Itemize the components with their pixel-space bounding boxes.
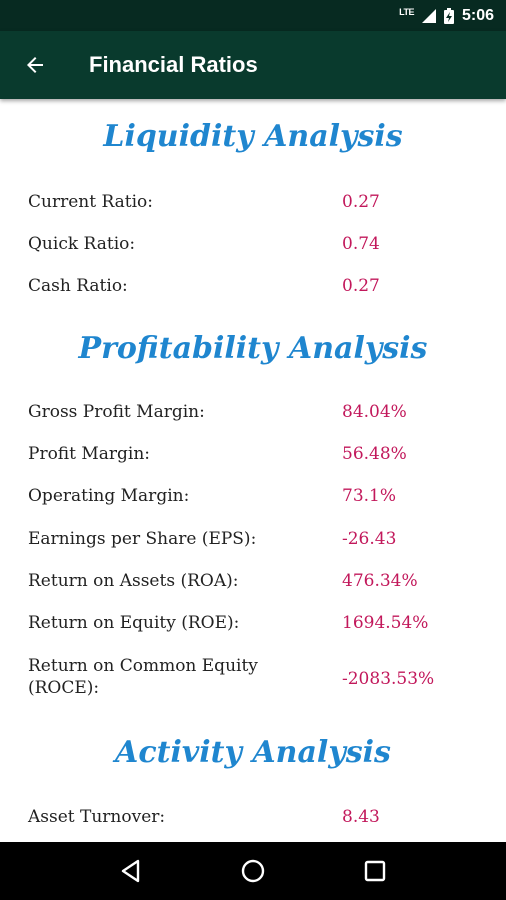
ratio-label: Current Ratio: [28, 192, 154, 212]
ratio-value: 476.34% [342, 571, 418, 591]
ratio-value: 1694.54% [342, 613, 429, 633]
ratio-label: Operating Margin: [28, 486, 190, 506]
back-button[interactable] [0, 31, 70, 99]
ratio-value: 0.74 [342, 234, 380, 254]
nav-recents-button[interactable] [345, 842, 405, 900]
ratio-label: Cash Ratio: [28, 276, 128, 296]
recents-square-icon [364, 860, 386, 882]
ratio-value: 56.48% [342, 444, 407, 464]
signal-icon [421, 8, 436, 23]
page-title: Financial Ratios [89, 52, 258, 77]
ratio-label: Profit Margin: [28, 444, 151, 464]
ratio-value: 0.27 [342, 276, 380, 296]
home-circle-icon [241, 859, 265, 883]
battery-icon [443, 7, 454, 24]
app-bar: Financial Ratios [0, 31, 506, 99]
ratio-label: Earnings per Share (EPS): [28, 529, 257, 549]
ratio-label: Gross Profit Margin: [28, 402, 205, 422]
clock: 5:06 [461, 6, 494, 24]
ratio-value: -26.43 [342, 529, 397, 549]
ratio-label: Return on Common Equity (ROCE): [28, 656, 258, 698]
ratios-content[interactable]: Liquidity Analysis Current Ratio: 0.27 Q… [0, 99, 506, 842]
network-type: LTE [399, 6, 414, 17]
ratio-label: Return on Equity (ROE): [28, 613, 240, 633]
status-bar: LTE 5:06 [0, 0, 506, 31]
ratio-label: Quick Ratio: [28, 234, 136, 254]
ratio-value: 73.1% [342, 486, 397, 506]
system-nav-bar [0, 842, 506, 900]
section-heading-activity: Activity Analysis [115, 735, 391, 770]
section-heading-liquidity: Liquidity Analysis [103, 119, 403, 154]
nav-home-button[interactable] [223, 842, 283, 900]
arrow-left-icon [27, 57, 43, 73]
ratio-label: Asset Turnover: [28, 807, 166, 827]
back-triangle-icon [121, 859, 140, 883]
ratio-value: -2083.53% [342, 669, 435, 689]
section-heading-profitability: Profitability Analysis [78, 331, 428, 366]
ratio-value: 84.04% [342, 402, 407, 422]
nav-back-button[interactable] [101, 842, 161, 900]
ratio-value: 8.43 [342, 807, 380, 827]
ratio-label: Return on Assets (ROA): [28, 571, 239, 591]
ratio-value: 0.27 [342, 192, 380, 212]
